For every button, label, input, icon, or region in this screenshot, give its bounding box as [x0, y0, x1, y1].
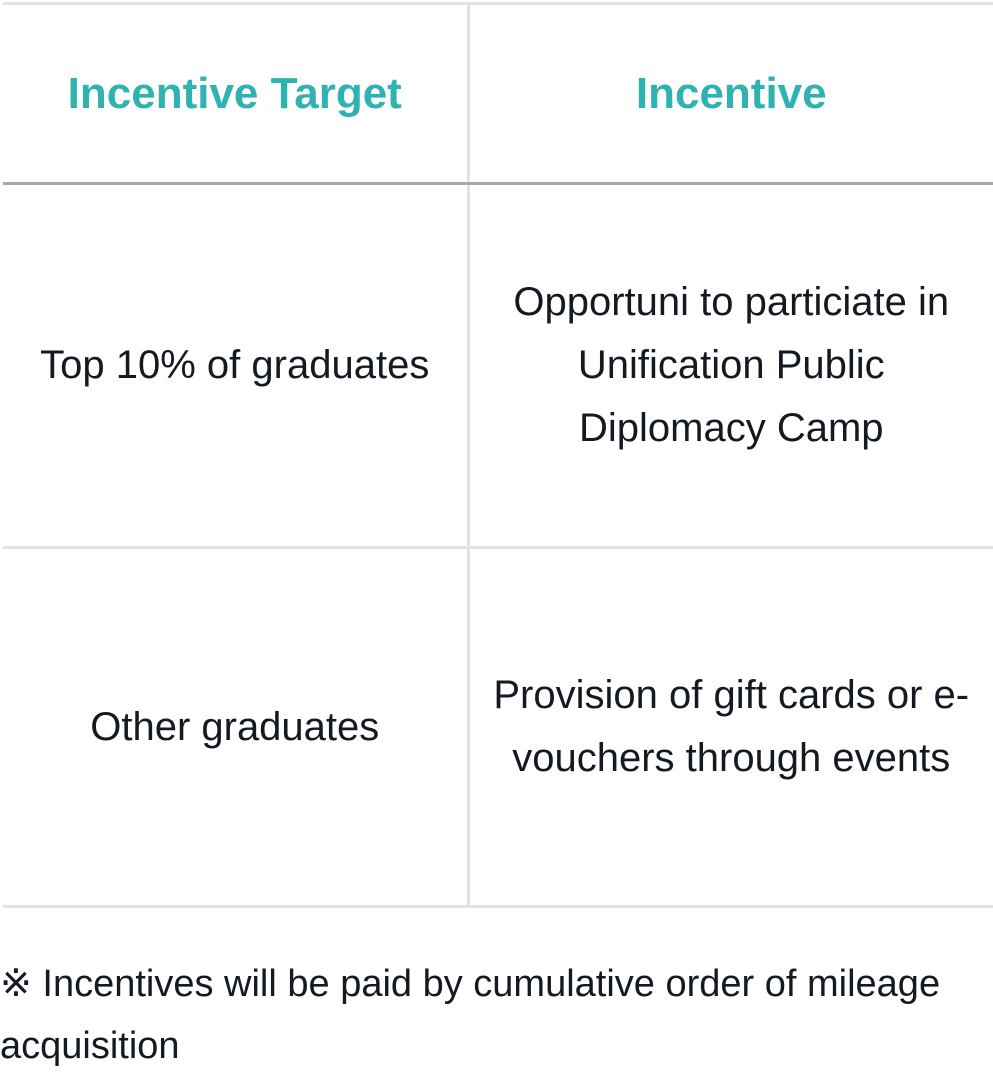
incentive-table: Incentive Target Incentive Top 10% of gr… — [3, 2, 993, 908]
table-header-row: Incentive Target Incentive — [3, 3, 993, 185]
incentive-table-container: Incentive Target Incentive Top 10% of gr… — [3, 2, 993, 908]
footnote: ※ Incentives will be paid by cumulative … — [0, 963, 941, 1067]
header-incentive-target: Incentive Target — [3, 3, 468, 185]
cell-incentive: Opportuni to particiate in Unification P… — [466, 183, 993, 548]
cell-target: Top 10% of graduates — [40, 343, 430, 387]
table-row: Top 10% of graduates Opportuni to partic… — [3, 183, 993, 548]
cell-target: Other graduates — [90, 704, 380, 749]
header-incentive: Incentive — [466, 3, 993, 185]
table-row: Other graduates Provision of gift cards … — [3, 547, 993, 907]
cell-incentive: Provision of gift cards or e-vouchers th… — [466, 547, 993, 907]
